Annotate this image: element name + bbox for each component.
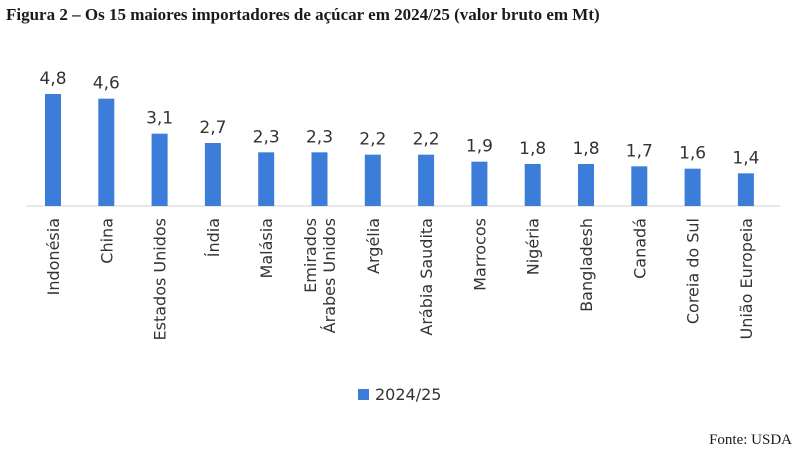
category-label-line: Marrocos [470, 218, 489, 291]
bar-value-label: 1,7 [626, 141, 653, 161]
bar-value-label: 3,1 [146, 109, 173, 129]
category-label-line: Malásia [257, 218, 276, 278]
category-label-line: Índia [204, 218, 223, 257]
category-label-line: União Europeia [737, 218, 756, 340]
category-label: Estados Unidos [151, 218, 170, 340]
bar [204, 143, 221, 206]
bar-value-label: 1,9 [466, 137, 493, 157]
category-label-line: Emirados [301, 218, 320, 293]
category-label-line: Coreia do Sul [684, 218, 703, 324]
bar-value-label: 2,2 [359, 130, 386, 150]
figure-title: Figura 2 – Os 15 maiores importadores de… [6, 5, 600, 24]
category-label-line: Indonésia [44, 218, 63, 295]
bar-value-label: 1,8 [519, 139, 546, 159]
category-label: Indonésia [44, 218, 63, 295]
legend: 2024/25 [358, 385, 441, 404]
bar-value-label: 1,8 [572, 139, 599, 159]
category-label: Índia [204, 218, 223, 257]
bars-group [45, 94, 754, 206]
legend-label: 2024/25 [375, 385, 442, 404]
legend-swatch [358, 389, 369, 400]
bar [98, 98, 115, 206]
bar [578, 164, 594, 206]
category-label-line: Nigéria [524, 218, 543, 275]
source-note: Fonte: USDA [709, 432, 792, 448]
bar-value-label: 1,4 [732, 148, 759, 168]
bar [524, 164, 541, 206]
category-label-line: Argélia [364, 218, 383, 274]
bar [45, 94, 61, 206]
category-label: Argélia [364, 218, 383, 274]
category-label: Bangladesh [577, 218, 596, 312]
bar [418, 154, 435, 206]
bar-value-label: 4,8 [39, 69, 66, 89]
category-label: EmiradosÁrabes Unidos [301, 218, 339, 333]
bar [364, 154, 381, 206]
bar-value-label: 2,2 [413, 130, 440, 150]
category-label-line: China [97, 218, 116, 264]
bar [684, 168, 701, 206]
bar [471, 161, 488, 206]
category-label-line: Estados Unidos [151, 218, 170, 340]
bar-value-label: 2,3 [306, 127, 333, 147]
bar [311, 152, 328, 206]
bar-value-label: 4,6 [93, 74, 120, 94]
bar [258, 152, 275, 206]
category-label-line: Arábia Saudita [417, 218, 436, 336]
category-label: Canadá [630, 218, 649, 279]
bar [631, 166, 648, 206]
bar-value-label: 1,6 [679, 144, 706, 164]
bar-value-label: 2,7 [199, 118, 226, 138]
bar [151, 133, 168, 206]
category-label-line: Bangladesh [577, 218, 596, 312]
category-label-line: Canadá [630, 218, 649, 279]
bar-value-label: 2,3 [253, 127, 280, 147]
category-label: China [97, 218, 116, 264]
category-label: União Europeia [737, 218, 756, 340]
category-labels-group: Indonésia China Estados Unidos Índia Malásia… [44, 218, 756, 340]
bar [737, 173, 754, 206]
category-label: Coreia do Sul [684, 218, 703, 324]
value-labels-group: 4,8 4,6 3,1 2,7 2,3 2,3 2,2 2,2 1,9 1,8 1,8 1,7 1,6 1… [39, 69, 759, 168]
category-label: Marrocos [470, 218, 489, 291]
category-label-line: Árabes Unidos [320, 218, 339, 333]
category-label: Arábia Saudita [417, 218, 436, 336]
category-label: Malásia [257, 218, 276, 278]
category-label: Nigéria [524, 218, 543, 275]
